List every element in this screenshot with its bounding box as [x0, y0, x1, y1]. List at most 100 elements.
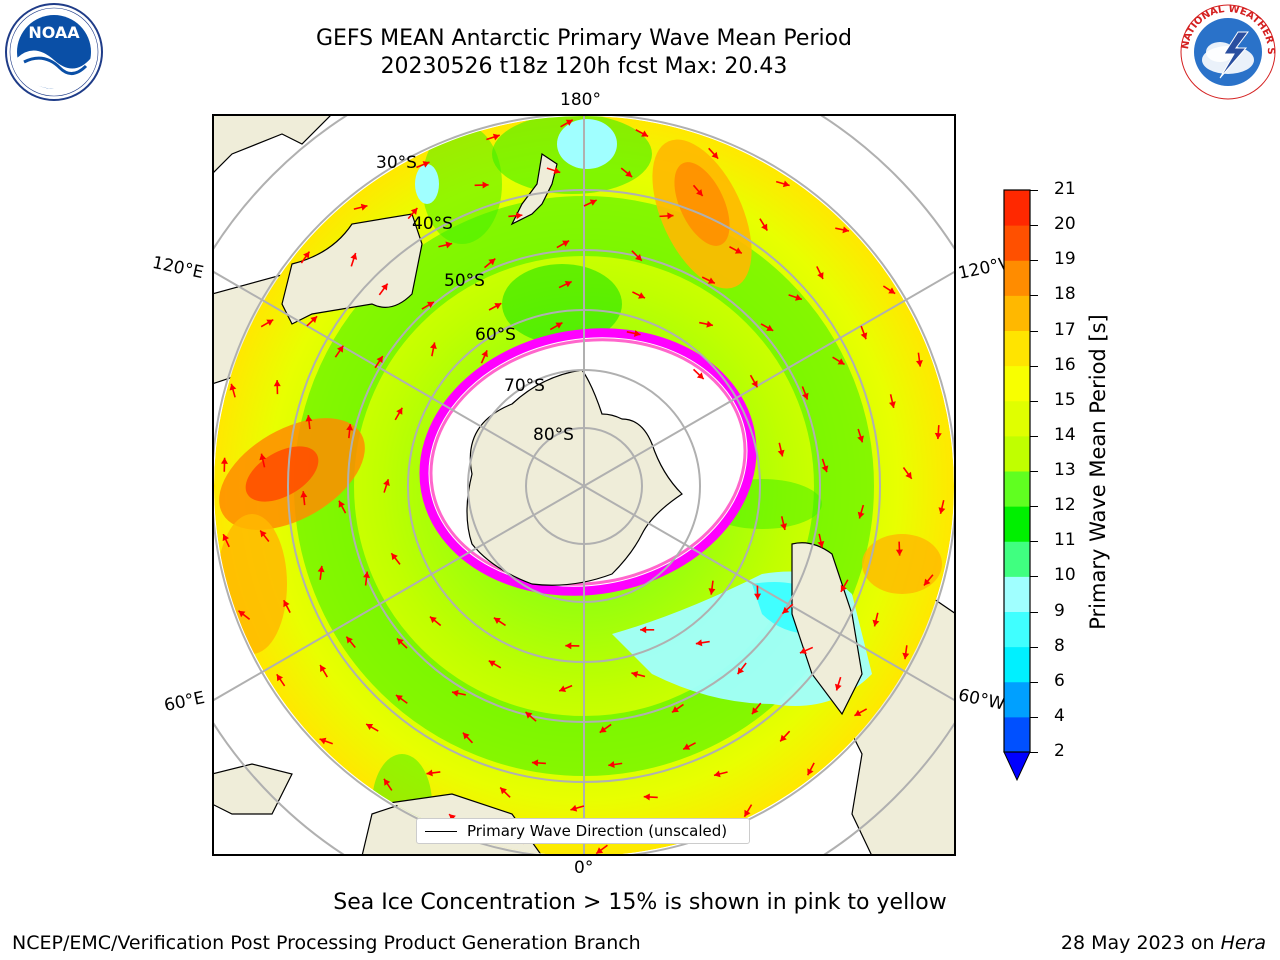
colorbar-tick-mark: [1030, 541, 1038, 543]
wave-arrow-head: [667, 212, 674, 220]
wave-arrow-head: [500, 787, 507, 795]
wave-arrow-head: [915, 360, 923, 367]
wave-arrow-head: [220, 457, 228, 464]
wave-arrow-head: [303, 251, 310, 259]
colorbar-tick-mark: [1030, 435, 1038, 437]
colorbar-tick-label: 14: [1054, 424, 1076, 445]
wave-arrow-head: [346, 424, 354, 431]
wave-arrow-head: [430, 342, 437, 350]
wave-arrow-head: [565, 642, 572, 650]
wave-arrow-head: [481, 350, 488, 358]
wave-arrow-head: [608, 761, 615, 768]
wave-arrow-head: [350, 253, 358, 260]
wave-arrow-head: [531, 759, 539, 767]
wave-arrow-head: [565, 119, 573, 126]
wave-arrow-head: [429, 616, 437, 624]
wave-arrow-head: [482, 181, 489, 189]
wave-arrow-head: [492, 133, 500, 141]
wave-arrow-head: [905, 471, 912, 479]
colorbar-tick-mark: [1030, 576, 1038, 578]
wave-arrow-head: [338, 500, 345, 508]
wave-arrow-head: [391, 553, 398, 561]
lon-label-180: 180°: [560, 90, 601, 110]
colorbar-tick-label: 6: [1054, 670, 1065, 691]
wave-arrow-head: [260, 530, 267, 538]
colorbar-swatch: [1004, 681, 1030, 718]
lon-label-60w: 60°W: [956, 685, 1007, 715]
colorbar-swatch: [1004, 506, 1030, 542]
wave-arrow-head: [837, 358, 845, 365]
wave-arrow-head: [383, 479, 390, 486]
colorbar-swatch: [1004, 471, 1030, 507]
wave-arrow-head: [802, 392, 809, 400]
wave-arrow-head: [761, 223, 768, 231]
wave-arrow-head: [734, 247, 742, 254]
footer-credit: NCEP/EMC/Verification Post Processing Pr…: [12, 932, 641, 954]
noaa-logo: NOAA: [4, 2, 104, 106]
wave-arrow-head: [305, 415, 313, 422]
wave-arrow-head: [671, 706, 679, 713]
sea-ice-note: Sea Ice Concentration > 15% is shown in …: [333, 890, 947, 915]
colorbar-tick-label: 9: [1054, 600, 1065, 621]
legend-label: Primary Wave Direction (unscaled): [467, 822, 728, 840]
lat-label-70s: 70°S: [504, 376, 545, 396]
map-frame: [212, 114, 956, 856]
colorbar-tick-label: 18: [1054, 284, 1076, 305]
colorbar-swatch: [1004, 611, 1030, 648]
map-legend: Primary Wave Direction (unscaled): [416, 818, 750, 844]
legend-line-icon: [425, 831, 457, 832]
wave-arrow-head: [706, 320, 713, 328]
lat-label-30s: 30°S: [376, 153, 417, 173]
footer-date-text: 28 May 2023 on: [1060, 932, 1215, 954]
wave-arrow-head: [635, 253, 642, 261]
wave-arrow-head: [222, 534, 229, 542]
antarctica: [466, 369, 683, 586]
wave-arrow-head: [780, 523, 787, 530]
wave-arrow-head: [840, 584, 847, 592]
colorbar-swatch: [1004, 225, 1030, 261]
wave-arrow-head: [238, 610, 246, 618]
wave-arrow-head: [782, 606, 790, 614]
lat-label-80s: 80°S: [533, 425, 574, 445]
colorbar-label: Primary Wave Mean Period [s]: [1086, 314, 1110, 630]
colorbar-tick-label: 4: [1054, 705, 1065, 726]
wave-arrow-head: [562, 240, 570, 247]
wave-arrow-head: [643, 793, 650, 801]
wave-arrow-head: [777, 449, 785, 457]
wave-arrow-head: [589, 199, 597, 206]
colorbar-swatch: [1004, 190, 1030, 226]
wave-arrow-head: [683, 743, 691, 750]
wave-arrow-head: [895, 549, 903, 556]
colorbar-tick-label: 2: [1054, 741, 1065, 761]
wave-arrow-head: [782, 180, 790, 188]
wave-arrow-head: [707, 277, 715, 284]
colorbar-tick-label: 21: [1054, 179, 1076, 199]
wave-arrow-head: [817, 272, 824, 280]
colorbar-tick-label: 10: [1054, 565, 1076, 586]
wave-arrow-head: [780, 734, 787, 742]
wave-arrow-head: [494, 303, 502, 310]
colorbar-swatch: [1004, 576, 1030, 612]
wave-arrow-head: [807, 768, 814, 776]
wave-arrow-head: [396, 638, 404, 646]
colorbar-tick-label: 16: [1054, 354, 1076, 375]
wave-arrow-head: [319, 737, 327, 745]
wave-arrow-head: [633, 330, 641, 337]
wave-arrow-head: [516, 212, 523, 220]
wave-arrow-head: [462, 732, 470, 740]
wave-arrow-head: [426, 769, 433, 777]
wave-arrow-head: [711, 151, 719, 159]
wave-arrow-head: [854, 709, 862, 716]
wave-arrow-head: [631, 671, 639, 678]
wave-arrow-head: [708, 588, 716, 595]
colorbar-tick-mark: [1030, 471, 1038, 472]
wave-arrow-head: [713, 770, 721, 778]
wave-arrow-head: [638, 292, 645, 299]
colorbar-swatch: [1004, 646, 1030, 683]
wave-arrow-head: [346, 636, 353, 644]
wave-arrow-head: [320, 665, 327, 672]
wave-arrow-head: [376, 356, 383, 363]
wave-arrow-head: [625, 170, 633, 177]
colorbar-tick-mark: [1030, 260, 1038, 262]
lon-label-60e: 60°E: [162, 687, 207, 717]
